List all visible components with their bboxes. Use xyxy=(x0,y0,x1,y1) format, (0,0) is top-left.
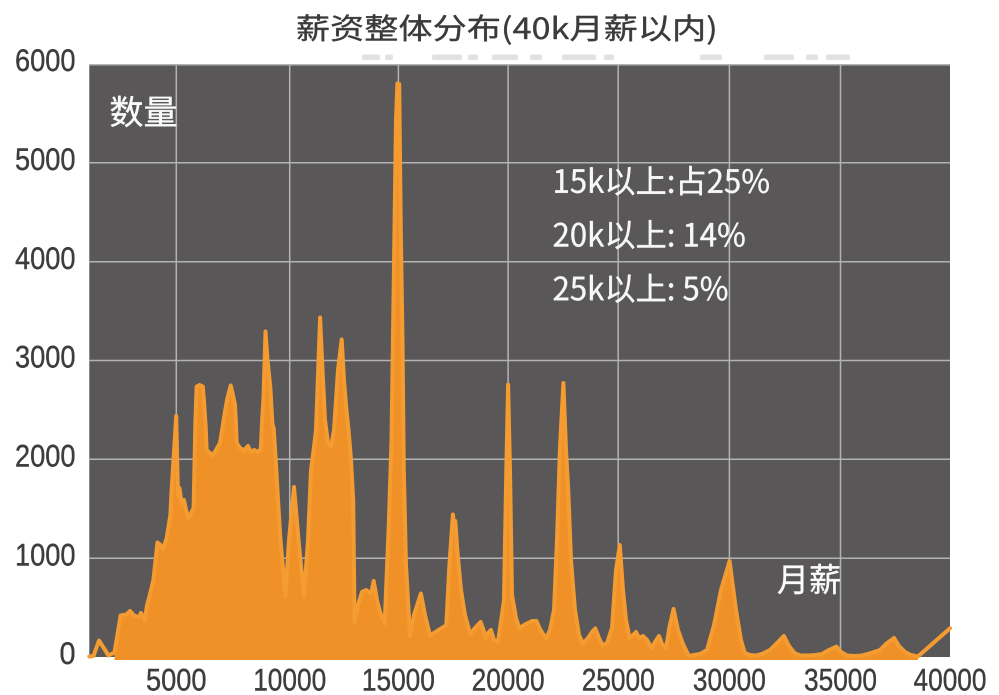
svg-text:0: 0 xyxy=(60,635,76,671)
svg-text:1000: 1000 xyxy=(15,536,76,572)
svg-text:10000: 10000 xyxy=(253,661,326,695)
svg-text:40000: 40000 xyxy=(914,661,987,695)
svg-text:25000: 25000 xyxy=(582,661,655,695)
svg-text:5000: 5000 xyxy=(15,141,76,177)
svg-text:5000: 5000 xyxy=(146,661,207,695)
svg-text:4000: 4000 xyxy=(15,240,76,276)
svg-text:20000: 20000 xyxy=(472,661,545,695)
svg-text:2000: 2000 xyxy=(15,438,76,474)
svg-text:35000: 35000 xyxy=(804,661,877,695)
svg-text:15000: 15000 xyxy=(362,661,435,695)
svg-text:3000: 3000 xyxy=(15,339,76,375)
svg-text:6000: 6000 xyxy=(15,42,76,78)
svg-text:30000: 30000 xyxy=(693,661,766,695)
